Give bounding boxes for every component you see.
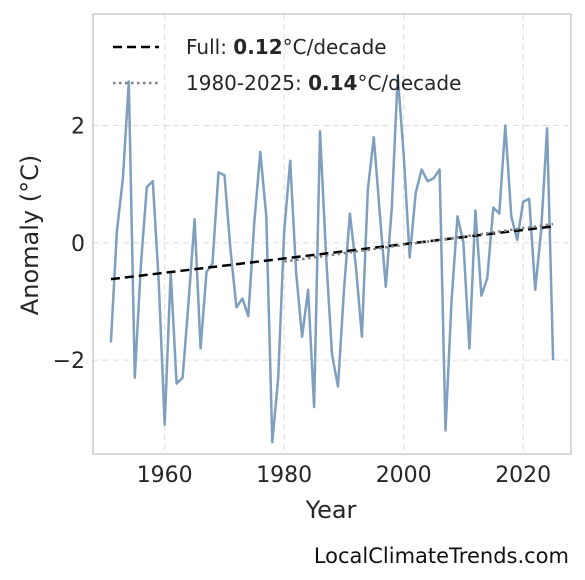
y-tick-labels: −2 0 2 xyxy=(53,114,85,374)
legend-recent-prefix: 1980-2025: xyxy=(186,71,308,95)
legend: Full: 0.12°C/decade 1980-2025: 0.14°C/de… xyxy=(113,35,461,95)
watermark: LocalClimateTrends.com xyxy=(313,544,569,568)
legend-recent-rate: 0.14 xyxy=(308,71,357,95)
legend-recent-suffix: °C/decade xyxy=(357,71,461,95)
x-axis-label: Year xyxy=(305,496,357,524)
legend-label-full: Full: 0.12°C/decade xyxy=(186,35,387,59)
legend-full-rate: 0.12 xyxy=(233,35,282,59)
legend-full-prefix: Full: xyxy=(186,35,233,59)
x-tick-label-1980: 1980 xyxy=(256,463,312,488)
legend-label-recent: 1980-2025: 0.14°C/decade xyxy=(186,71,461,95)
anomaly-series-line xyxy=(109,74,555,444)
series-layer xyxy=(109,74,555,444)
x-tick-label-2020: 2020 xyxy=(495,463,551,488)
trend-layer xyxy=(110,222,554,281)
y-axis-label: Anomaly (°C) xyxy=(16,155,44,315)
plot-frame xyxy=(92,13,572,455)
x-tick-label-1960: 1960 xyxy=(137,463,193,488)
y-tick-label-2: 2 xyxy=(71,114,85,139)
full-trend-line xyxy=(110,225,554,281)
y-tick-label--2: −2 xyxy=(53,349,85,374)
x-tick-label-2000: 2000 xyxy=(376,463,432,488)
y-tick-label-0: 0 xyxy=(71,232,85,257)
legend-full-suffix: °C/decade xyxy=(283,35,387,59)
x-tick-labels: 1960 1980 2000 2020 xyxy=(137,463,552,488)
